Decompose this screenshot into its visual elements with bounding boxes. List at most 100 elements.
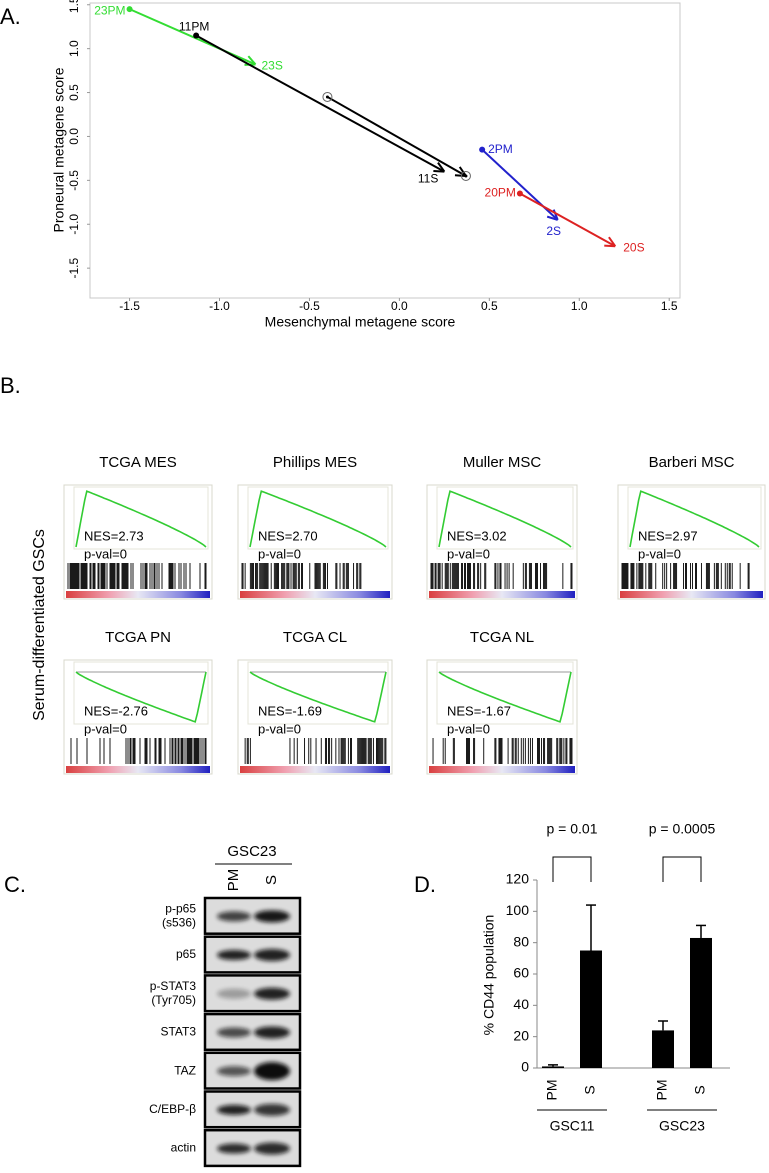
band <box>217 1027 251 1038</box>
end-point-dot <box>325 95 329 99</box>
nes-label: NES=2.70 <box>258 528 318 543</box>
bar <box>542 1066 564 1068</box>
lane-label: S <box>263 875 280 885</box>
protein-label: (Tyr705) <box>151 993 196 1007</box>
x-tick-label: -0.5 <box>299 299 320 313</box>
pval-label: p-val=0 <box>447 546 490 561</box>
arrow-line <box>129 8 256 66</box>
significance-bracket <box>662 856 702 882</box>
enrichment-curve <box>438 671 572 723</box>
arrow-head <box>552 209 559 221</box>
gsea-title: TCGA PN <box>105 629 171 646</box>
point-label: 20S <box>623 240 644 254</box>
significance-bracket <box>552 856 592 882</box>
band <box>254 1062 290 1081</box>
arrow-head <box>546 215 558 221</box>
point-label: 11S <box>418 172 438 186</box>
enrichment-curve <box>75 490 207 548</box>
gsea-title: Barberi MSC <box>649 454 735 471</box>
band <box>217 911 251 922</box>
y-tick-label: -0.5 <box>67 170 81 191</box>
y-tick-label: -1.5 <box>67 257 81 278</box>
gsea-title: Phillips MES <box>273 454 357 471</box>
y-tick-label: 1.0 <box>67 40 81 57</box>
x-tick-label: -1.0 <box>209 299 230 313</box>
point-label: 23PM <box>94 3 125 17</box>
start-point <box>479 146 486 153</box>
protein-label: TAZ <box>174 1063 196 1077</box>
y-tick-label: 0.0 <box>67 128 81 145</box>
gsea-curve-area <box>436 486 574 550</box>
end-point-dot <box>464 174 468 178</box>
y-tick-label: 100 <box>506 902 530 918</box>
x-tick-label: S <box>692 1085 708 1094</box>
x-axis-label: Mesenchymal metagene score <box>265 314 456 330</box>
start-point <box>516 190 523 197</box>
protein-label: p-STAT3 <box>150 979 197 993</box>
gsea-curve-area <box>627 486 762 550</box>
group-label: GSC23 <box>659 1118 705 1134</box>
y-axis-label: % CD44 population <box>481 915 497 1036</box>
y-tick-label: 0 <box>521 1059 529 1075</box>
pval-label: p-val=0 <box>258 721 301 736</box>
y-tick-label: -1.0 <box>67 214 81 235</box>
band <box>217 1143 251 1154</box>
point-label: 2PM <box>488 142 513 156</box>
band <box>254 1026 290 1039</box>
band <box>254 1142 290 1155</box>
protein-label: C/EBP-β <box>149 1102 196 1116</box>
panel-label: D. <box>414 872 436 897</box>
arrow-line <box>195 34 445 173</box>
pval-label: p-val=0 <box>84 546 127 561</box>
band <box>217 950 251 961</box>
point-label: 2S <box>546 224 561 238</box>
pval-label: p-val=0 <box>447 721 490 736</box>
nes-label: NES=-1.67 <box>447 703 511 718</box>
arrow-line <box>326 96 467 177</box>
x-tick-label: 0.5 <box>481 299 498 313</box>
arrow-head <box>437 162 446 173</box>
protein-label: p65 <box>176 947 196 961</box>
rank-gradient <box>620 591 763 598</box>
nes-label: NES=2.97 <box>638 528 698 543</box>
gsea-title: TCGA MES <box>99 454 177 471</box>
rank-gradient <box>66 766 210 773</box>
plot-frame <box>89 2 681 299</box>
gsea-title: TCGA CL <box>283 629 347 646</box>
point-label: 20PM <box>485 186 516 200</box>
enrichment-curve <box>249 490 387 548</box>
rank-gradient <box>240 591 390 598</box>
point-label: 23S <box>261 59 282 73</box>
enrichment-curve <box>75 671 207 723</box>
start-point <box>193 32 200 39</box>
band <box>254 1103 290 1116</box>
point-label: 11PM <box>179 20 209 34</box>
x-tick-label: S <box>582 1085 598 1094</box>
x-tick-label: 0.0 <box>391 299 408 313</box>
x-tick-label: -1.5 <box>119 299 140 313</box>
end-point <box>322 91 333 102</box>
gsea-curve-area <box>73 486 209 550</box>
band <box>254 949 290 962</box>
nes-label: NES=3.02 <box>447 528 507 543</box>
pval-label: p-val=0 <box>638 546 681 561</box>
arrow-head <box>247 55 257 66</box>
band <box>217 1066 251 1077</box>
y-tick-label: 60 <box>513 965 529 981</box>
start-point <box>126 6 133 13</box>
pval-label: p-val=0 <box>258 546 301 561</box>
x-tick-label: PM <box>654 1080 670 1101</box>
p-value: p = 0.01 <box>547 821 598 837</box>
band <box>254 910 290 923</box>
gsea-title: Muller MSC <box>463 454 542 471</box>
panel-label: C. <box>4 872 26 897</box>
arrow-head <box>608 236 617 247</box>
y-axis-label: Proneural metagene score <box>51 67 67 232</box>
band <box>217 1104 251 1115</box>
bar <box>652 1030 674 1068</box>
rank-gradient <box>66 591 210 598</box>
protein-label: STAT3 <box>160 1025 196 1039</box>
bar <box>580 950 602 1068</box>
rank-gradient <box>240 766 390 773</box>
